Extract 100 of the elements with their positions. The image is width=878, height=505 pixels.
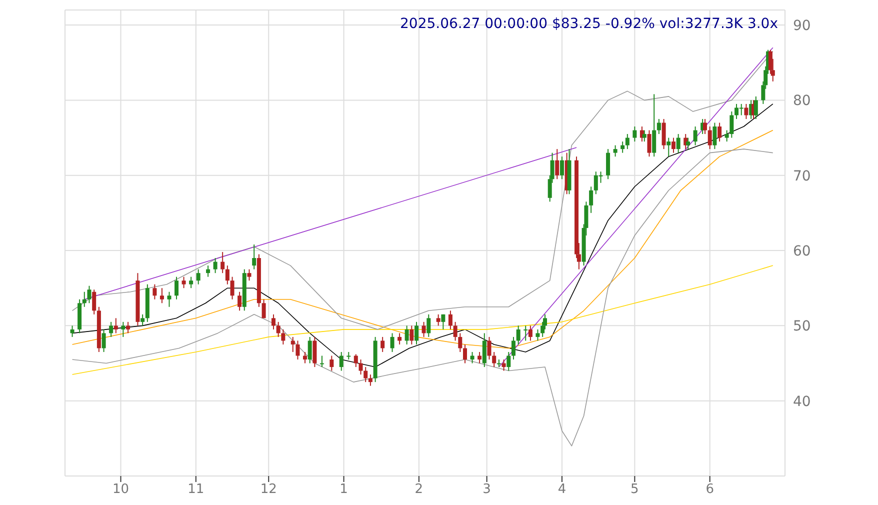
candlestick — [671, 137, 676, 154]
candlestick — [126, 321, 130, 334]
x-tick-label: 3 — [482, 482, 491, 498]
candlestick — [516, 325, 520, 345]
candlestick — [281, 328, 286, 345]
candlestick — [632, 126, 637, 142]
y-tick-label: 90 — [793, 18, 811, 34]
candlestick — [724, 130, 729, 142]
candlestick — [448, 310, 452, 330]
candlestick — [121, 321, 126, 338]
candlestick — [662, 118, 666, 150]
x-tick-label: 10 — [112, 482, 130, 498]
candlestick — [247, 268, 252, 282]
x-tick-label: 6 — [706, 482, 714, 498]
candlestick — [174, 276, 179, 300]
x-tick-label: 2 — [414, 482, 424, 498]
line-series — [72, 104, 774, 368]
candlestick — [225, 265, 230, 285]
candlestick — [160, 288, 164, 304]
candlestick — [441, 314, 446, 330]
candlestick — [114, 318, 118, 334]
candlestick — [358, 359, 363, 376]
candlestick — [368, 374, 372, 386]
candlestick — [458, 332, 462, 352]
candlestick — [560, 156, 564, 180]
text: 2025.06.27 00:00:00 $83.25 -0.92% vol:3277.3K 3.0x — [400, 16, 778, 32]
candlestick — [470, 351, 474, 364]
candlestick — [666, 137, 671, 158]
candlestick — [320, 355, 324, 368]
candlestick — [109, 321, 114, 338]
candlestick — [290, 336, 295, 352]
candlestick — [196, 268, 200, 285]
candlestick — [189, 276, 194, 289]
candlestick — [436, 314, 440, 326]
candlestick — [718, 122, 722, 142]
candlestick — [754, 96, 758, 120]
candlestick — [308, 336, 312, 364]
candlestick — [511, 336, 516, 360]
candlestick — [339, 351, 344, 372]
candlestick — [642, 130, 646, 142]
candlestick — [453, 321, 458, 342]
line-series — [72, 148, 774, 446]
candlestick — [312, 336, 317, 368]
candlestick — [708, 126, 712, 150]
candlestick — [167, 291, 172, 308]
candlestick — [744, 103, 748, 120]
candlestick — [606, 148, 610, 180]
candlestick — [70, 325, 74, 338]
candlestick — [354, 354, 358, 368]
candlestick — [410, 325, 414, 345]
y-tick-label: 70 — [793, 168, 811, 184]
candlestick — [213, 258, 218, 274]
candlestick — [536, 328, 540, 342]
candlestick — [230, 276, 234, 300]
candlestick — [102, 328, 106, 352]
candlestick — [506, 351, 511, 372]
candlestick — [152, 284, 157, 300]
candlestick — [262, 298, 266, 319]
candlestick — [380, 336, 385, 352]
candlestick — [296, 340, 300, 360]
candlestick — [238, 291, 242, 312]
candlestick — [414, 321, 419, 345]
line-series — [72, 130, 774, 349]
candlestick — [555, 148, 560, 180]
candlestick — [404, 325, 409, 345]
x-tick-label: 4 — [558, 482, 566, 498]
candlestick — [463, 344, 467, 364]
candlestick — [478, 351, 482, 364]
candlestick — [589, 186, 594, 214]
y-tick-label: 80 — [793, 93, 811, 110]
x-tick-label: 5 — [630, 482, 639, 498]
x-tick-label: 1 — [340, 482, 348, 498]
candlestick — [252, 244, 256, 270]
candlestick — [693, 126, 698, 146]
candlestick — [220, 252, 225, 274]
candlestick — [656, 118, 661, 135]
candlestick — [140, 314, 145, 326]
candlestick — [482, 332, 486, 368]
candlestick — [625, 134, 630, 150]
candlestick — [730, 110, 734, 138]
y-tick-label: 60 — [793, 243, 811, 260]
candlestick — [303, 351, 307, 364]
y-tick-label: 40 — [793, 394, 811, 410]
candlestick — [426, 314, 431, 338]
line-series — [72, 50, 774, 330]
candlestick — [390, 332, 394, 352]
candlestick — [647, 130, 652, 158]
candlestick — [92, 289, 96, 315]
candlestick — [620, 141, 625, 154]
candlestick — [528, 325, 532, 342]
candlestick — [422, 321, 426, 338]
candlestick — [330, 355, 334, 372]
line-series — [72, 265, 774, 375]
candlestick — [712, 122, 717, 150]
candlestick — [524, 325, 528, 342]
x-tick-label: 11 — [188, 482, 204, 498]
candlestick — [652, 94, 656, 158]
candlestick — [613, 144, 618, 158]
candlestick — [364, 366, 368, 383]
candlestick — [502, 359, 506, 372]
